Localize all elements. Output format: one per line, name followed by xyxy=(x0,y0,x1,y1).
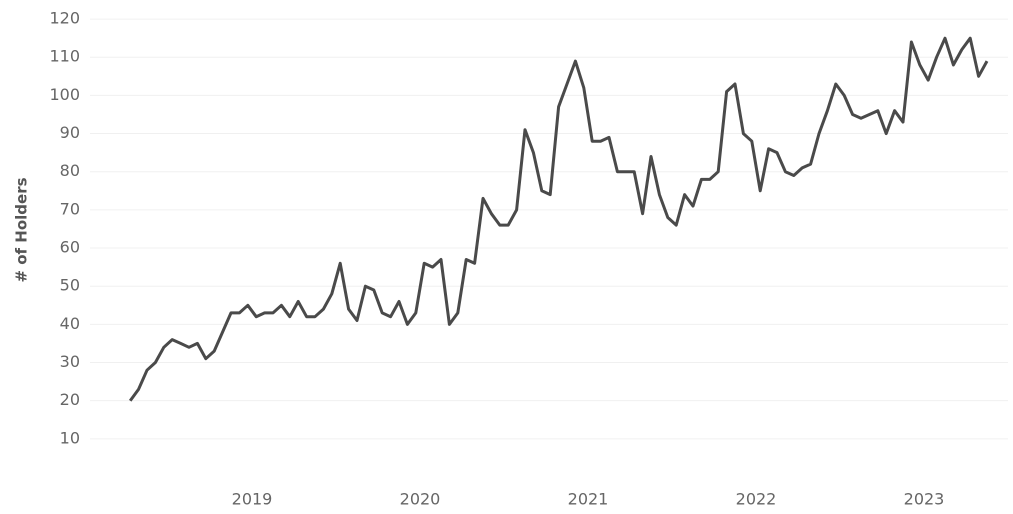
y-tick-label: 50 xyxy=(60,276,80,295)
y-tick-label: 10 xyxy=(60,428,80,447)
y-tick-label: 120 xyxy=(49,9,80,28)
x-tick-label: 2021 xyxy=(568,490,609,509)
y-axis-title: # of Holders xyxy=(13,177,31,282)
y-tick-label: 100 xyxy=(49,85,80,104)
x-tick-label: 2022 xyxy=(736,490,777,509)
data-line xyxy=(128,36,989,402)
y-tick-label: 60 xyxy=(60,238,80,257)
y-tick-label: 110 xyxy=(49,47,80,66)
y-tick-label: 40 xyxy=(60,314,80,333)
y-tick-label: 70 xyxy=(60,199,80,218)
x-tick-label: 2019 xyxy=(232,490,273,509)
x-tick-label: 2020 xyxy=(400,490,441,509)
y-tick-label: 20 xyxy=(60,390,80,409)
x-tick-label: 2023 xyxy=(904,490,945,509)
y-tick-label: 30 xyxy=(60,352,80,371)
y-tick-label: 90 xyxy=(60,123,80,142)
y-tick-label: 80 xyxy=(60,161,80,180)
